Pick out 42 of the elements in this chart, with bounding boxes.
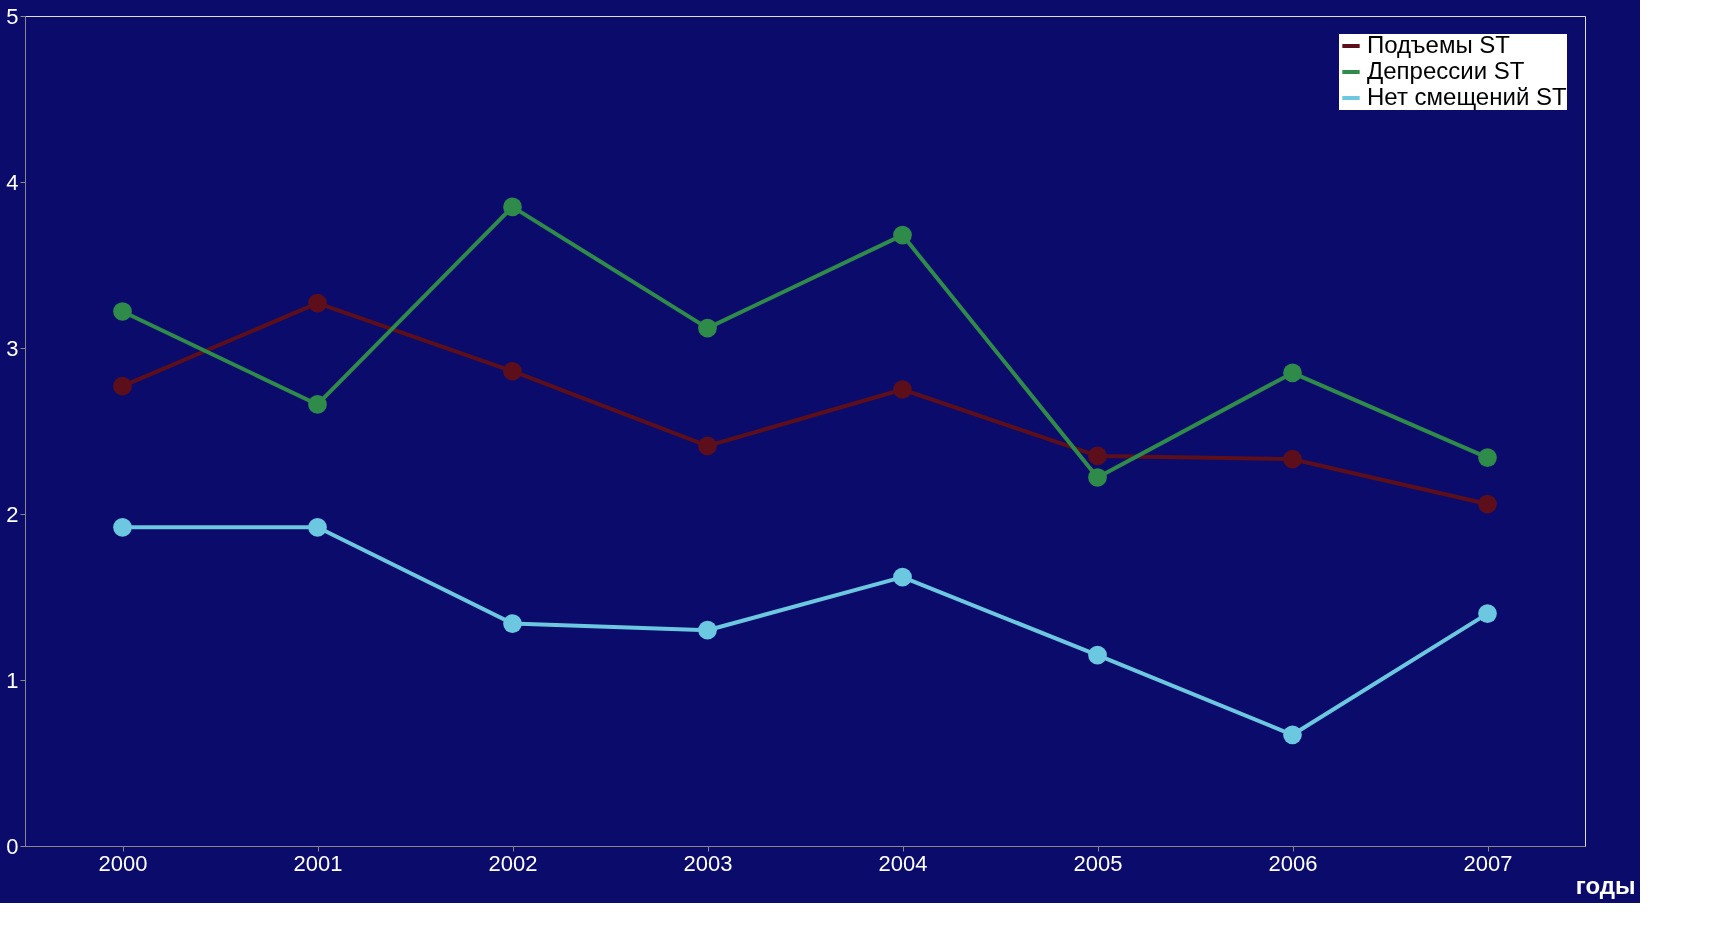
point xyxy=(503,197,522,217)
legend-label: Подъемы ST xyxy=(1367,31,1511,58)
y-tick-label: 1 xyxy=(6,667,19,693)
y-tick-label: 5 xyxy=(6,3,19,29)
y-tick-label: 0 xyxy=(6,833,19,859)
point xyxy=(1088,446,1107,466)
point xyxy=(1283,449,1302,469)
point xyxy=(1088,645,1107,665)
x-axis-title: годы xyxy=(1575,871,1636,899)
point xyxy=(308,293,327,313)
y-tick-label: 3 xyxy=(6,335,19,361)
x-tick-label: 2003 xyxy=(683,850,733,876)
x-tick-label: 2006 xyxy=(1268,850,1318,876)
point xyxy=(1478,494,1497,514)
legend-label: Нет смещений ST xyxy=(1367,83,1567,110)
point xyxy=(893,380,912,399)
x-tick-label: 2002 xyxy=(488,850,538,876)
x-tick-label: 2004 xyxy=(878,850,928,876)
point xyxy=(1283,363,1302,383)
point xyxy=(698,436,717,456)
point xyxy=(503,614,522,633)
point xyxy=(893,567,912,587)
point xyxy=(113,376,132,396)
point xyxy=(1478,448,1497,467)
y-tick-label: 4 xyxy=(6,169,19,195)
x-tick-label: 2007 xyxy=(1463,850,1513,876)
x-tick-label: 2001 xyxy=(293,850,343,876)
point xyxy=(698,620,717,640)
point xyxy=(308,517,327,537)
point xyxy=(1088,468,1107,487)
y-tick-label: 2 xyxy=(6,501,19,527)
point xyxy=(113,517,132,537)
point xyxy=(308,395,327,414)
point xyxy=(893,225,912,245)
legend-label: Депрессии ST xyxy=(1367,57,1525,84)
point xyxy=(1478,604,1497,623)
x-tick-label: 2005 xyxy=(1073,850,1123,876)
point xyxy=(113,302,132,321)
point xyxy=(1283,725,1302,745)
x-tick-label: 2000 xyxy=(98,850,148,876)
point xyxy=(503,361,522,381)
point xyxy=(698,318,717,338)
